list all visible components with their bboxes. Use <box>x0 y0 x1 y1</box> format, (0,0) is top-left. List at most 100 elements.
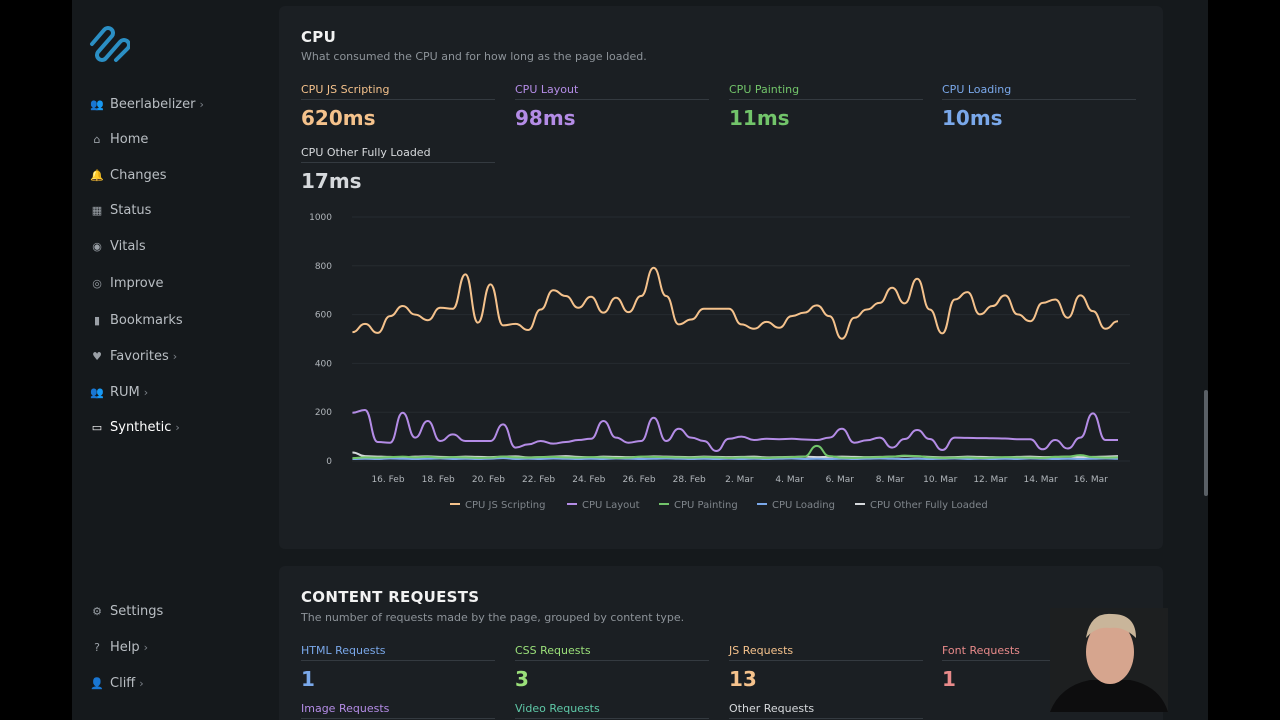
metric-cpu-loading: CPU Loading 10ms <box>942 83 1136 130</box>
sidebar-item-label: Cliff <box>110 675 136 691</box>
x-tick-label: 6. Mar <box>826 475 855 485</box>
cpu-chart[interactable]: 0 200 400 600 800 1000 16. Feb 18. Feb 20. Feb 22… <box>279 6 1163 549</box>
webcam-overlay <box>1050 608 1168 712</box>
sidebar-item-changes[interactable]: 🔔 Changes <box>90 165 166 185</box>
users-icon: 👥 <box>90 385 104 399</box>
metric-value: 3 <box>515 667 529 691</box>
metric-label: Video Requests <box>515 702 709 719</box>
metric-value: 10ms <box>942 106 1003 130</box>
sidebar-item-label: Settings <box>110 603 164 619</box>
sidebar-item-vitals[interactable]: ◉ Vitals <box>90 236 146 256</box>
y-tick-label: 1000 <box>309 213 332 223</box>
chevron-right-icon: › <box>143 385 149 399</box>
sidebar-item-settings[interactable]: ⚙ Settings <box>90 601 163 621</box>
x-tick-label: 16. Mar <box>1074 475 1108 485</box>
metric-image-requests: Image Requests <box>301 702 495 719</box>
monitor-icon: ▭ <box>91 420 103 434</box>
sidebar-item-improve[interactable]: ◎ Improve <box>90 273 163 293</box>
cpu-card: CPU What consumed the CPU and for how lo… <box>279 6 1163 549</box>
logo[interactable] <box>86 24 131 68</box>
metric-value: 98ms <box>515 106 576 130</box>
metric-label: CPU Painting <box>729 83 923 100</box>
metric-font-requests: Font Requests 1 <box>942 644 1136 691</box>
legend-item: CPU JS Scripting <box>465 500 545 511</box>
metric-cpu-other-fully-loaded: CPU Other Fully Loaded 17ms <box>301 146 495 193</box>
sidebar-item-label: RUM <box>110 384 140 400</box>
requests-subtitle: The number of requests made by the page,… <box>301 611 685 624</box>
sidebar-item-label: Synthetic <box>110 419 172 435</box>
sidebar-item-rum[interactable]: 👥 RUM › <box>90 382 148 402</box>
metric-cpu-layout: CPU Layout 98ms <box>515 83 709 130</box>
x-tick-label: 8. Mar <box>876 475 905 485</box>
metric-label: CPU Other Fully Loaded <box>301 146 495 163</box>
metric-js-requests: JS Requests 13 <box>729 644 923 691</box>
legend-item: CPU Other Fully Loaded <box>870 500 988 511</box>
series-line-cpu-layout <box>352 409 1118 452</box>
sidebar-item-label: Favorites <box>110 348 169 364</box>
x-tick-label: 14. Mar <box>1024 475 1058 485</box>
sidebar-item-cliff[interactable]: 👤 Cliff › <box>90 673 144 693</box>
metric-cpu-js-scripting: CPU JS Scripting 620ms <box>301 83 495 130</box>
presenter-video <box>1050 608 1168 712</box>
sidebar-item-favorites[interactable]: ♥ Favorites › <box>90 346 177 366</box>
x-tick-label: 18. Feb <box>422 475 455 485</box>
home-icon: ⌂ <box>93 132 101 146</box>
users-icon: 👥 <box>90 97 104 111</box>
x-tick-label: 28. Feb <box>673 475 706 485</box>
scrollbar[interactable] <box>1204 390 1208 496</box>
metric-label: CPU Loading <box>942 83 1136 100</box>
sidebar-item-help[interactable]: ? Help › <box>90 637 148 657</box>
sidebar-item-status[interactable]: ▦ Status <box>90 200 152 220</box>
gear-icon: ⚙ <box>92 604 102 618</box>
metric-label: Other Requests <box>729 702 923 719</box>
sidebar-item-label: Beerlabelizer <box>110 96 196 112</box>
bookmark-icon: ▮ <box>93 313 101 327</box>
x-tick-label: 2. Mar <box>725 475 754 485</box>
metric-label: JS Requests <box>729 644 923 661</box>
legend-item: CPU Painting <box>674 500 738 511</box>
metric-value: 11ms <box>729 106 790 130</box>
sidebar-item-synthetic[interactable]: ▭ Synthetic › <box>90 417 180 437</box>
target-icon: ◎ <box>92 276 102 290</box>
metric-value: 1 <box>942 667 956 691</box>
series-line-cpu-painting <box>352 444 1118 460</box>
sidebar: 👥 Beerlabelizer › ⌂ Home 🔔 Changes ▦ Status ◉ Vita… <box>72 0 272 720</box>
x-tick-label: 10. Mar <box>923 475 957 485</box>
metric-video-requests: Video Requests <box>515 702 709 719</box>
y-tick-label: 0 <box>326 457 332 467</box>
metric-label: Image Requests <box>301 702 495 719</box>
sidebar-item-label: Status <box>110 202 152 218</box>
x-tick-label: 12. Mar <box>973 475 1007 485</box>
metric-value: 1 <box>301 667 315 691</box>
sidebar-item-bookmarks[interactable]: ▮ Bookmarks <box>90 310 183 330</box>
cpu-subtitle: What consumed the CPU and for how long a… <box>301 50 647 63</box>
metric-other-requests: Other Requests <box>729 702 923 719</box>
x-tick-label: 24. Feb <box>572 475 605 485</box>
cpu-title: CPU <box>301 28 337 46</box>
y-tick-label: 200 <box>315 408 332 418</box>
chevron-right-icon: › <box>143 640 149 654</box>
metric-label: CPU JS Scripting <box>301 83 495 100</box>
x-tick-label: 22. Feb <box>522 475 555 485</box>
sidebar-item-home[interactable]: ⌂ Home <box>90 129 149 149</box>
chevron-right-icon: › <box>199 97 204 111</box>
user-icon: 👤 <box>90 676 104 690</box>
sidebar-item-label: Help <box>110 639 140 655</box>
chevron-right-icon: › <box>175 420 180 434</box>
metric-value: 13 <box>729 667 757 691</box>
metric-css-requests: CSS Requests 3 <box>515 644 709 691</box>
sidebar-item-label: Home <box>110 131 149 147</box>
grid-icon: ▦ <box>91 203 103 217</box>
x-tick-label: 26. Feb <box>622 475 655 485</box>
chevron-right-icon: › <box>172 349 178 363</box>
heart-icon: ♥ <box>92 349 102 363</box>
y-tick-label: 800 <box>315 262 332 272</box>
metric-value: 620ms <box>301 106 376 130</box>
bell-icon: 🔔 <box>90 168 104 182</box>
y-tick-label: 600 <box>315 311 332 321</box>
sidebar-item-label: Vitals <box>110 238 146 254</box>
sidebar-item-beerlabelizer[interactable]: 👥 Beerlabelizer › <box>90 94 204 114</box>
x-tick-label: 16. Feb <box>371 475 404 485</box>
x-tick-label: 20. Feb <box>472 475 505 485</box>
sidebar-item-label: Bookmarks <box>110 312 183 328</box>
